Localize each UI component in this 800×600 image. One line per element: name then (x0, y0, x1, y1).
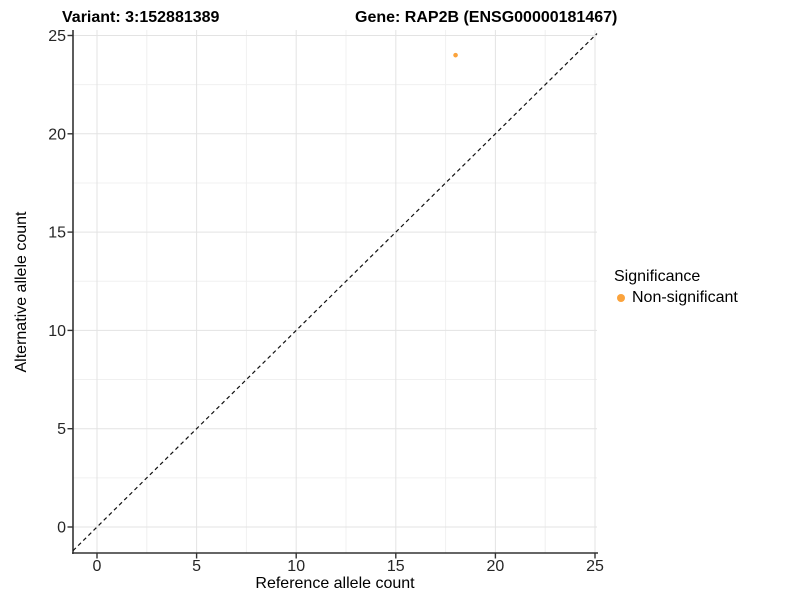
data-point (453, 52, 458, 58)
variant-title: Variant: 3:152881389 (62, 9, 220, 26)
y-axis-label: Alternative allele count (13, 211, 30, 373)
x-tick-label: 25 (586, 558, 604, 575)
legend-title: Significance (614, 268, 701, 285)
x-tick-label: 20 (487, 558, 505, 575)
y-tick-label: 0 (57, 520, 66, 537)
identity-line (72, 33, 598, 552)
x-tick-label: 10 (287, 558, 305, 575)
y-tick-label: 20 (48, 126, 66, 143)
x-axis-label: Reference allele count (255, 575, 415, 592)
y-tick-label: 5 (57, 421, 66, 438)
legend-entry-label: Non-significant (632, 289, 738, 306)
x-tick-label: 0 (93, 558, 102, 575)
legend-entries: Non-significant (614, 289, 738, 307)
x-tick-label: 5 (192, 558, 201, 575)
legend-key-dot-icon (617, 294, 625, 302)
y-tick-label: 10 (48, 323, 66, 340)
x-tick-label: 15 (387, 558, 405, 575)
gene-title: Gene: RAP2B (ENSG00000181467) (355, 9, 618, 26)
legend-entry: Non-significant (614, 289, 738, 307)
y-tick-label: 25 (48, 28, 66, 45)
legend: Significance Non-significant (614, 268, 738, 307)
y-tick-label: 15 (48, 225, 66, 242)
